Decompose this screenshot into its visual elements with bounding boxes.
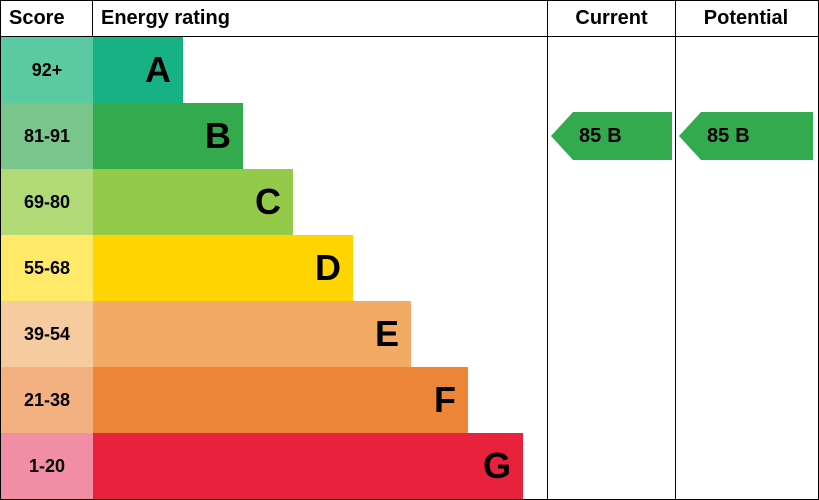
rating-row-g: 1-20G xyxy=(1,433,547,499)
potential-column: 85 B xyxy=(676,37,816,499)
rating-bar-a: A xyxy=(93,37,183,103)
header-current: Current xyxy=(548,1,676,36)
current-arrow: 85 B xyxy=(551,112,672,160)
rating-bar-e: E xyxy=(93,301,411,367)
rating-row-c: 69-80C xyxy=(1,169,547,235)
score-range-b: 81-91 xyxy=(1,103,93,169)
rating-row-d: 55-68D xyxy=(1,235,547,301)
chart-body: 92+A81-91B69-80C55-68D39-54E21-38F1-20G … xyxy=(1,37,818,499)
rating-bar-f: F xyxy=(93,367,468,433)
score-range-d: 55-68 xyxy=(1,235,93,301)
score-range-g: 1-20 xyxy=(1,433,93,499)
potential-arrow: 85 B xyxy=(679,112,813,160)
current-arrow-head xyxy=(551,112,573,160)
current-arrow-value: 85 xyxy=(579,125,601,148)
potential-arrow-value: 85 xyxy=(707,125,729,148)
score-range-a: 92+ xyxy=(1,37,93,103)
header-potential: Potential xyxy=(676,1,816,36)
rating-row-b: 81-91B xyxy=(1,103,547,169)
header-row: Score Energy rating Current Potential xyxy=(1,1,818,37)
potential-arrow-head xyxy=(679,112,701,160)
current-arrow-letter: B xyxy=(607,125,621,148)
rating-row-e: 39-54E xyxy=(1,301,547,367)
score-range-f: 21-38 xyxy=(1,367,93,433)
rating-bar-b: B xyxy=(93,103,243,169)
rating-bar-g: G xyxy=(93,433,523,499)
current-arrow-body: 85 B xyxy=(573,112,672,160)
energy-rating-chart: Score Energy rating Current Potential 92… xyxy=(0,0,819,500)
rating-bar-d: D xyxy=(93,235,353,301)
current-column: 85 B xyxy=(548,37,676,499)
potential-arrow-letter: B xyxy=(735,125,749,148)
potential-arrow-body: 85 B xyxy=(701,112,813,160)
header-score: Score xyxy=(1,1,93,36)
score-range-c: 69-80 xyxy=(1,169,93,235)
rating-column: 92+A81-91B69-80C55-68D39-54E21-38F1-20G xyxy=(1,37,548,499)
rating-row-a: 92+A xyxy=(1,37,547,103)
rating-bar-c: C xyxy=(93,169,293,235)
header-rating: Energy rating xyxy=(93,1,548,36)
score-range-e: 39-54 xyxy=(1,301,93,367)
rating-row-f: 21-38F xyxy=(1,367,547,433)
